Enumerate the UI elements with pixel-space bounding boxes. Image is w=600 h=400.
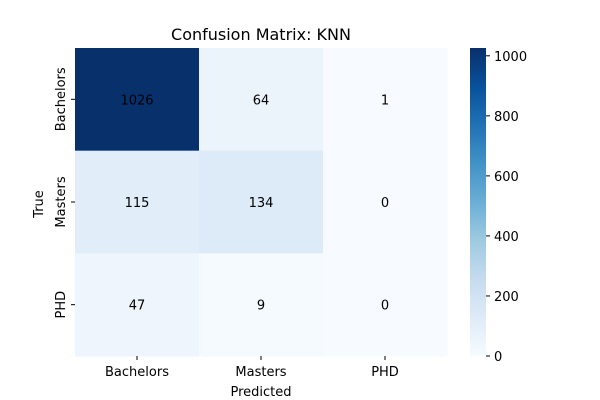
y-tick-label: PHD xyxy=(54,291,69,319)
y-tick-label: Bachelors xyxy=(54,67,69,131)
cell-value-label: 9 xyxy=(257,299,265,314)
cell-value-label: 1 xyxy=(381,93,389,108)
heatmap-cell xyxy=(323,48,448,152)
x-tick-label: Masters xyxy=(235,365,286,380)
heatmap-cell xyxy=(323,253,448,357)
colorbar-tick-label: 600 xyxy=(494,170,519,185)
chart-title: Confusion Matrix: KNN xyxy=(171,25,351,44)
colorbar-ticks: 0 200 400 600 800 1000 xyxy=(486,50,527,365)
heatmap-cell xyxy=(323,150,448,254)
heatmap-cell xyxy=(75,48,200,152)
cell-value-label: 1026 xyxy=(120,93,153,108)
cell-value-label: 0 xyxy=(381,299,389,314)
heatmap-cell xyxy=(199,48,324,152)
colorbar-tick-label: 800 xyxy=(494,110,519,125)
colorbar xyxy=(470,48,486,356)
colorbar-tick-label: 0 xyxy=(494,350,502,365)
colorbar-tick-label: 1000 xyxy=(494,50,527,65)
cell-value-label: 0 xyxy=(381,196,389,211)
x-tick-label: PHD xyxy=(371,365,399,380)
cell-value-label: 115 xyxy=(125,196,150,211)
colorbar-tick-label: 400 xyxy=(494,230,519,245)
heatmap-cell xyxy=(75,150,200,254)
heatmap-cells: 1026 64 1 115 134 0 47 9 0 xyxy=(75,48,448,357)
x-axis-label: Predicted xyxy=(230,385,291,400)
cell-value-label: 47 xyxy=(129,299,146,314)
y-tick-label: Masters xyxy=(54,176,69,227)
heatmap-cell xyxy=(75,253,200,357)
cell-value-label: 134 xyxy=(249,196,274,211)
y-axis-ticks: Bachelors Masters PHD xyxy=(54,67,75,318)
y-axis-label: True xyxy=(32,190,47,219)
heatmap-cell xyxy=(199,150,324,254)
colorbar-tick-label: 200 xyxy=(494,290,519,305)
x-tick-label: Bachelors xyxy=(105,365,169,380)
x-axis-ticks: Bachelors Masters PHD xyxy=(105,356,399,380)
heatmap-cell xyxy=(199,253,324,357)
cell-value-label: 64 xyxy=(253,93,270,108)
